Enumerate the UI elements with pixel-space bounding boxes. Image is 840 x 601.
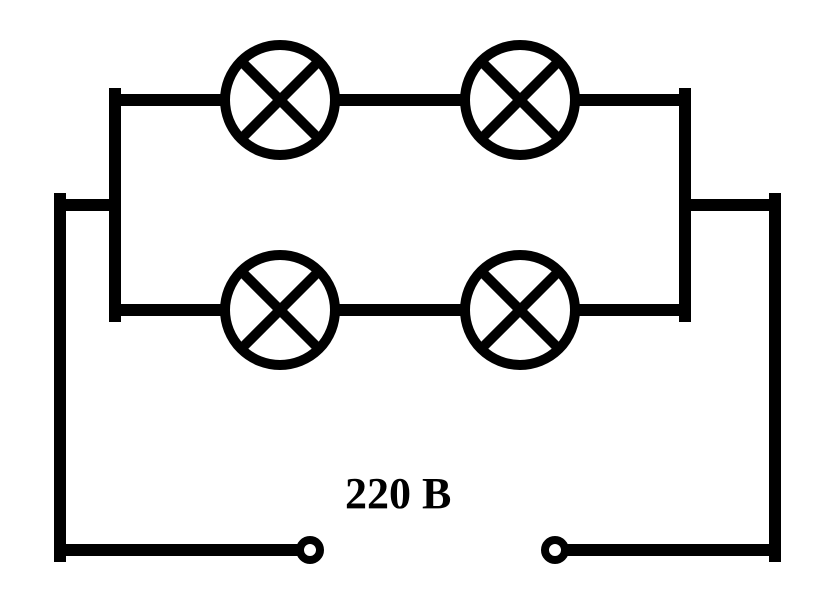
lamp-top-right [465, 45, 575, 155]
lamp-bottom-right [465, 255, 575, 365]
lamp-bottom-left [225, 255, 335, 365]
voltage-label: 220 В [345, 468, 451, 519]
terminal-left [300, 540, 320, 560]
lamp-top-left [225, 45, 335, 155]
circuit-diagram: 220 В [0, 0, 840, 596]
terminal-right [545, 540, 565, 560]
